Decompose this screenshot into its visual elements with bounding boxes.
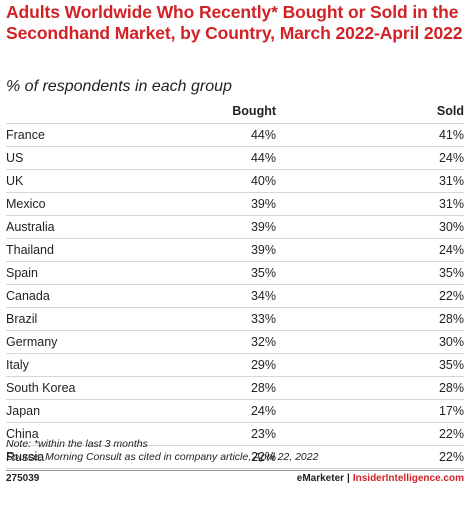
table-header-row: Bought Sold	[6, 100, 464, 124]
table-row: Spain 35% 35%	[6, 262, 464, 285]
cell-country: China	[6, 427, 39, 441]
cell-country: Thailand	[6, 243, 54, 257]
footer-divider	[6, 470, 464, 471]
cell-sold: 24%	[438, 243, 464, 257]
table-row: Australia 39% 30%	[6, 216, 464, 239]
cell-bought: 24%	[250, 404, 276, 418]
cell-bought: 39%	[250, 197, 276, 211]
cell-country: South Korea	[6, 381, 76, 395]
cell-sold: 22%	[438, 289, 464, 303]
table-row: US 44% 24%	[6, 147, 464, 170]
table-row: Mexico 39% 31%	[6, 193, 464, 216]
cell-bought: 44%	[250, 151, 276, 165]
cell-bought: 44%	[250, 128, 276, 142]
brand-separator: |	[347, 473, 350, 484]
cell-sold: 30%	[438, 335, 464, 349]
footer: 275039 eMarketer | InsiderIntelligence.com	[0, 470, 470, 518]
chart-id: 275039	[6, 473, 40, 484]
cell-country: Brazil	[6, 312, 38, 326]
cell-country: Canada	[6, 289, 50, 303]
table-row: China 23% 22%	[6, 423, 464, 446]
cell-country: Mexico	[6, 197, 46, 211]
cell-country: UK	[6, 174, 24, 188]
cell-country: Japan	[6, 404, 41, 418]
table-row: Japan 24% 17%	[6, 400, 464, 423]
table-row: Germany 32% 30%	[6, 331, 464, 354]
cell-sold: 35%	[438, 266, 464, 280]
cell-sold: 22%	[438, 450, 464, 464]
table-row: Brazil 33% 28%	[6, 308, 464, 331]
cell-sold: 24%	[438, 151, 464, 165]
cell-country: US	[6, 151, 24, 165]
cell-bought: 22%	[250, 450, 276, 464]
cell-sold: 30%	[438, 220, 464, 234]
cell-sold: 35%	[438, 358, 464, 372]
table-row: Italy 29% 35%	[6, 354, 464, 377]
cell-sold: 41%	[438, 128, 464, 142]
cell-country: Germany	[6, 335, 58, 349]
cell-bought: 40%	[250, 174, 276, 188]
table-row: Thailand 39% 24%	[6, 239, 464, 262]
cell-sold: 28%	[438, 312, 464, 326]
cell-sold: 17%	[438, 404, 464, 418]
table-body: France 44% 41% US 44% 24% UK 40% 31% Mexico 39% 31%…	[6, 124, 464, 469]
chart-subtitle: % of respondents in each group	[6, 78, 232, 95]
table-row: Russia 22% 22%	[6, 446, 464, 469]
cell-sold: 28%	[438, 381, 464, 395]
cell-country: Russia	[6, 450, 45, 464]
cell-sold: 31%	[438, 174, 464, 188]
cell-country: Australia	[6, 220, 55, 234]
brand-insider-intelligence: InsiderIntelligence.com	[352, 473, 464, 484]
cell-bought: 28%	[250, 381, 276, 395]
chart-note: Note: *within the last 3 months	[6, 438, 148, 450]
table-row: France 44% 41%	[6, 124, 464, 147]
cell-bought: 39%	[250, 243, 276, 257]
table-row: Canada 34% 22%	[6, 285, 464, 308]
cell-bought: 39%	[250, 220, 276, 234]
header-bought: Bought	[232, 104, 276, 118]
header-sold: Sold	[436, 104, 464, 118]
cell-country: Italy	[6, 358, 29, 372]
brand-emarketer: eMarketer	[296, 473, 345, 484]
data-table: Bought Sold France 44% 41% US 44% 24% UK 40% 31%…	[6, 100, 464, 469]
cell-bought: 29%	[250, 358, 276, 372]
cell-sold: 31%	[438, 197, 464, 211]
cell-bought: 35%	[250, 266, 276, 280]
table-row: South Korea 28% 28%	[6, 377, 464, 400]
cell-bought: 33%	[250, 312, 276, 326]
table-row: UK 40% 31%	[6, 170, 464, 193]
cell-bought: 34%	[250, 289, 276, 303]
cell-bought: 32%	[250, 335, 276, 349]
chart-title: Adults Worldwide Who Recently* Bought or…	[6, 2, 463, 43]
brand-credit: eMarketer | InsiderIntelligence.com	[297, 473, 464, 484]
cell-country: France	[6, 128, 45, 142]
cell-country: Spain	[6, 266, 38, 280]
cell-sold: 22%	[438, 427, 464, 441]
cell-bought: 23%	[250, 427, 276, 441]
chart-source: Source: Morning Consult as cited in comp…	[6, 451, 319, 463]
